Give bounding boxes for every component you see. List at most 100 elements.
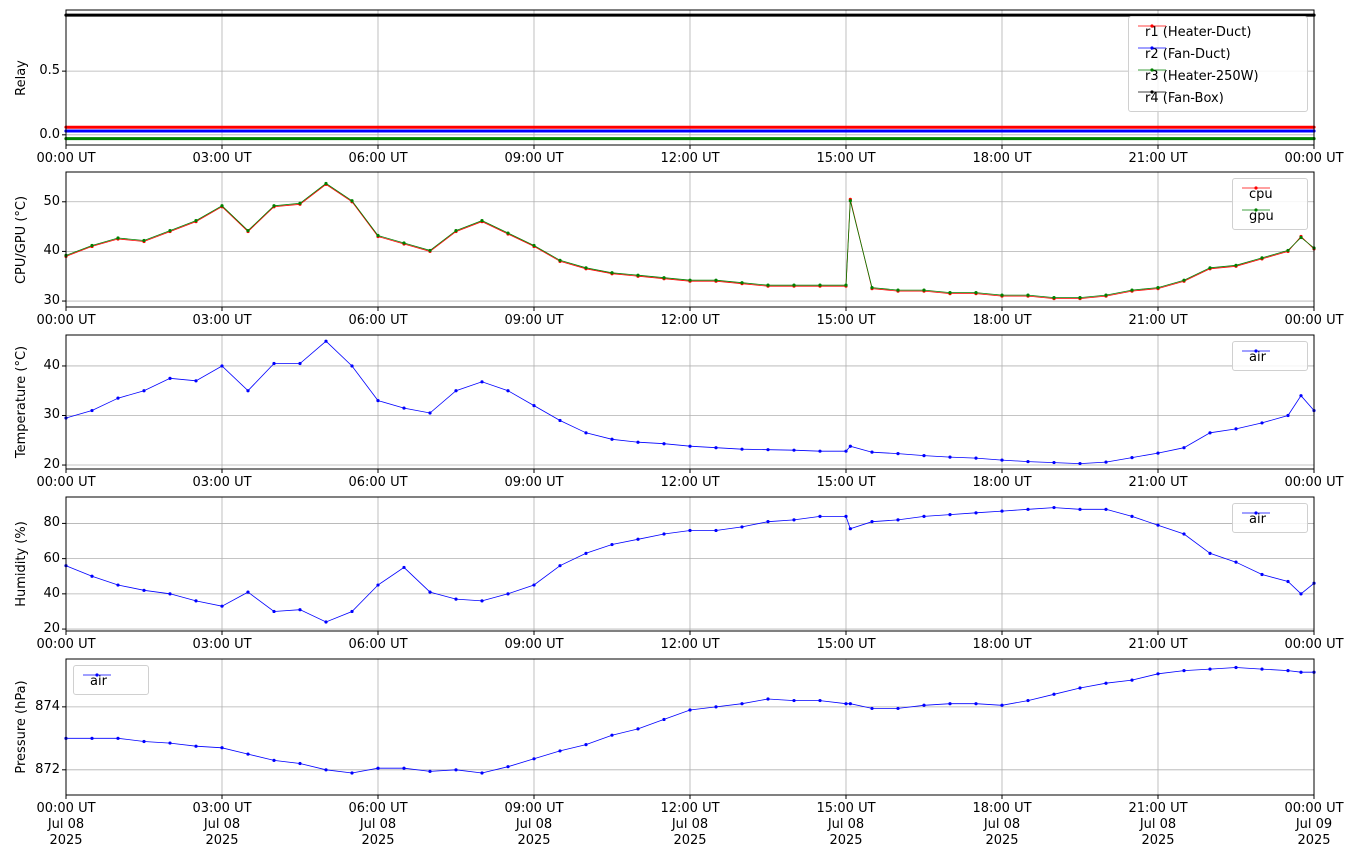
data-point: [636, 440, 640, 444]
x-tick-label: 21:00 UT: [1128, 475, 1188, 490]
data-point: [1130, 456, 1134, 460]
data-point: [1000, 703, 1004, 707]
x-tick-label: 15:00 UT Jul 08 2025: [816, 801, 876, 848]
legend-swatch: [1138, 24, 1166, 28]
legend-swatch: [1242, 349, 1270, 353]
data-point: [376, 399, 380, 403]
data-point: [246, 389, 250, 393]
data-point: [1299, 670, 1303, 674]
x-tick-label: 21:00 UT: [1128, 313, 1188, 328]
data-point: [350, 199, 354, 203]
data-point: [610, 271, 614, 275]
legend-label: air: [90, 673, 107, 689]
x-tick-label: 06:00 UT Jul 08 2025: [348, 801, 408, 848]
data-point: [272, 204, 276, 208]
data-point: [792, 698, 796, 703]
y-tick-label: 20: [43, 457, 60, 473]
data-point: [896, 452, 900, 456]
data-point: [1260, 572, 1264, 577]
x-tick-label: 00:00 UT: [36, 151, 96, 166]
data-point: [792, 518, 796, 522]
data-point: [168, 228, 172, 233]
x-tick-label: 00:00 UT Jul 09 2025: [1284, 801, 1344, 848]
data-point: [818, 283, 822, 287]
data-point: [1130, 288, 1134, 292]
data-point: [246, 228, 250, 233]
data-point: [428, 590, 432, 594]
data-point: [1104, 681, 1108, 685]
data-point: [922, 454, 926, 458]
data-point: [1208, 431, 1212, 435]
data-point: [688, 528, 692, 533]
data-point: [1286, 579, 1290, 584]
data-point: [1052, 295, 1056, 300]
data-point: [558, 258, 562, 262]
y-tick-label: 872: [35, 761, 60, 777]
data-point: [506, 231, 510, 235]
data-point: [142, 739, 146, 744]
data-point: [662, 276, 666, 280]
data-point: [350, 364, 354, 368]
data-point: [532, 403, 536, 408]
legend: air: [1232, 503, 1308, 533]
x-tick-label: 18:00 UT: [972, 313, 1032, 328]
data-point: [558, 564, 562, 568]
data-point: [428, 411, 432, 415]
x-tick-label: 03:00 UT: [192, 313, 252, 328]
data-point: [766, 697, 770, 701]
series: [64, 339, 1316, 466]
data-point: [324, 768, 328, 772]
x-tick-label: 21:00 UT Jul 08 2025: [1128, 801, 1188, 848]
data-point: [454, 228, 458, 233]
legend: air: [73, 665, 149, 695]
legend-swatch: [83, 673, 111, 677]
legend-label: r4 (Fan-Box): [1145, 90, 1224, 106]
data-point: [662, 532, 666, 536]
y-tick-label: 50: [43, 193, 60, 209]
data-point: [1000, 293, 1004, 297]
legend-swatch: [1138, 90, 1166, 94]
y-tick-label: 20: [43, 621, 60, 637]
data-point: [116, 583, 120, 587]
data-point: [688, 278, 692, 282]
data-point: [220, 604, 224, 608]
x-tick-label: 09:00 UT: [504, 151, 564, 166]
legend-swatch: [1138, 68, 1166, 72]
x-tick-label: 09:00 UT: [504, 313, 564, 328]
data-point: [116, 236, 120, 240]
data-point: [636, 273, 640, 277]
x-tick-label: 15:00 UT: [816, 637, 876, 652]
data-point: [194, 219, 198, 223]
data-point: [1286, 413, 1290, 418]
data-point: [480, 599, 484, 603]
legend-entry: r2 (Fan-Duct): [1137, 43, 1231, 65]
data-point: [844, 449, 848, 453]
data-point: [948, 291, 952, 295]
data-point: [376, 766, 380, 770]
data-point: [848, 527, 852, 531]
x-tick-label: 09:00 UT: [504, 475, 564, 490]
data-point: [1234, 665, 1238, 670]
x-tick-label: 18:00 UT: [972, 475, 1032, 490]
x-tick-label: 03:00 UT: [192, 151, 252, 166]
x-tick-label: 15:00 UT: [816, 151, 876, 166]
data-point: [1260, 421, 1264, 425]
data-point: [402, 241, 406, 245]
data-point: [324, 620, 328, 624]
data-point: [1299, 592, 1303, 596]
legend: cpu gpu: [1232, 178, 1308, 230]
data-point: [740, 281, 744, 285]
y-axis-label: Pressure (hPa): [14, 680, 29, 774]
data-point: [194, 379, 198, 383]
data-point: [454, 597, 458, 601]
data-point: [428, 248, 432, 253]
data-point: [844, 702, 848, 706]
data-point: [610, 542, 614, 547]
axes-frame: [65, 658, 1315, 796]
data-point: [350, 609, 354, 614]
data-point: [584, 431, 588, 435]
data-point: [1182, 669, 1186, 673]
data-point: [532, 243, 536, 248]
data-point: [896, 518, 900, 522]
